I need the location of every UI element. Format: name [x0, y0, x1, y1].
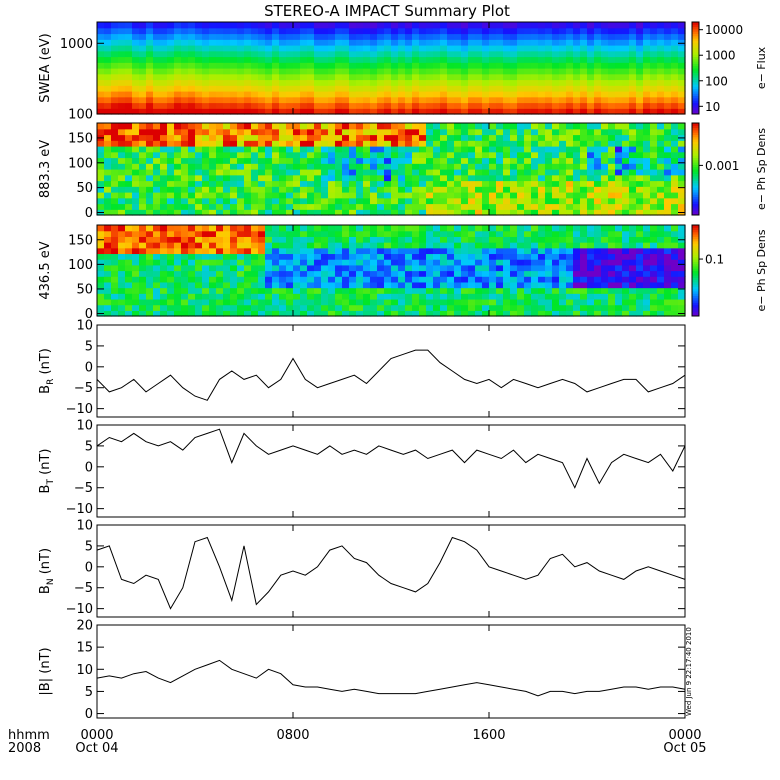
colorbar-tick-label: 0.001	[705, 159, 739, 173]
panel-pad883: 0.001 e− Ph Sp Dens 0 50 100 150 883.3 eV	[38, 122, 768, 221]
y-tick-label: 0	[85, 707, 93, 722]
ylabel-main: B	[38, 385, 53, 394]
panel-swea: 10 100 1000 10000 e− Flux 100 1000 SWEA (eV)	[38, 21, 768, 123]
y-tick-label: 0	[85, 560, 93, 575]
colorbar-tick-label: 0.1	[705, 253, 724, 267]
spectrogram-swea	[97, 22, 686, 115]
y-tick-label: 20	[76, 619, 93, 634]
y-tick-label: 10	[76, 419, 93, 434]
y-tick-label: 5	[85, 439, 93, 454]
series-line-br	[96, 349, 686, 401]
colorbar-pad436: 0.1 e− Ph Sp Dens	[691, 224, 768, 317]
timestamp: Wed Jun 9 22:17:40 2010	[685, 627, 693, 716]
y-tick-label: 0	[85, 206, 93, 221]
y-tick-label: 150	[68, 233, 93, 248]
ylabel-unit: (nT)	[38, 548, 53, 578]
y-tick-label: 50	[76, 181, 93, 196]
colorbar-label: e− Flux	[755, 46, 768, 89]
y-tick-label: 5	[85, 685, 93, 700]
time-axis-label-top: hhmm	[8, 728, 50, 743]
y-tick-label: −10	[66, 602, 93, 617]
ylabel-sub: N	[46, 578, 56, 585]
panel-ylabel: BT (nT)	[38, 449, 56, 494]
y-tick-label: 100	[68, 156, 93, 171]
panel-ylabel: BR (nT)	[38, 348, 56, 394]
series-line-bmag	[96, 659, 686, 697]
panel-frame	[96, 324, 686, 418]
panel-frame	[96, 122, 686, 216]
panel-frame	[96, 524, 686, 618]
series-line-bn	[96, 536, 686, 610]
panel-ylabel: SWEA (eV)	[38, 33, 53, 102]
ylabel-main: |B|	[38, 678, 53, 696]
y-tick-label: 0	[85, 360, 93, 375]
colorbar-label: e− Ph Sp Dens	[755, 229, 768, 311]
panel-ylabel: 436.5 eV	[38, 241, 53, 299]
y-tick-label: −5	[74, 581, 93, 596]
panel-bt: −10 −5 0 5 10 BT (nT)	[38, 419, 686, 518]
y-tick-label: 150	[68, 131, 93, 146]
time-axis-label-bottom: 2008	[8, 741, 41, 756]
plot-title: STEREO-A IMPACT Summary Plot	[264, 2, 510, 20]
y-tick-label: 100	[68, 108, 93, 123]
y-tick-label: −10	[66, 502, 93, 517]
colorbar-tick-label: 1000	[705, 49, 736, 63]
panel-frame	[96, 624, 686, 719]
y-tick-label: 10	[76, 663, 93, 678]
ylabel-main: B	[38, 485, 53, 494]
y-tick-label: 1000	[60, 37, 93, 52]
colorbar-tick-label: 10000	[705, 23, 743, 37]
colorbar-frame	[691, 224, 700, 317]
time-tick-label: 0800	[276, 728, 309, 743]
colorbar-label: e− Ph Sp Dens	[755, 128, 768, 210]
y-tick-label: 10	[76, 319, 93, 334]
time-tick-label: 0000	[80, 728, 113, 743]
colorbar-frame	[691, 122, 700, 216]
panel-frame	[96, 21, 686, 115]
ylabel-unit: (nT)	[38, 647, 53, 677]
time-tick-sublabel: Oct 05	[663, 741, 706, 756]
y-tick-label: 50	[76, 282, 93, 297]
y-tick-label: −5	[74, 481, 93, 496]
series-line-bt	[96, 428, 686, 489]
y-tick-label: 0	[85, 307, 93, 322]
panel-bmag: 0 5 10 15 20 |B| (nT)	[38, 619, 686, 722]
y-tick-label: 10	[76, 519, 93, 534]
ylabel-main: B	[38, 585, 53, 594]
ylabel-sub: R	[46, 379, 56, 385]
y-tick-label: 5	[85, 539, 93, 554]
ylabel-sub: T	[46, 479, 56, 486]
colorbar-tick-label: 100	[705, 74, 728, 88]
y-tick-label: −5	[74, 381, 93, 396]
y-tick-label: 5	[85, 339, 93, 354]
colorbar-pad883: 0.001 e− Ph Sp Dens	[691, 122, 768, 216]
colorbar-tick-label: 10	[705, 100, 720, 114]
panel-ylabel: |B| (nT)	[38, 647, 53, 695]
panel-bn: −10 −5 0 5 10 BN (nT)	[38, 519, 686, 618]
spectrogram-pad436	[97, 225, 686, 317]
time-tick-label: 0000	[668, 728, 701, 743]
y-tick-label: −10	[66, 402, 93, 417]
ylabel-unit: (nT)	[38, 449, 53, 479]
panel-frame	[96, 424, 686, 518]
colorbar-swea: 10 100 1000 10000 e− Flux	[691, 21, 768, 115]
panel-pad436: 0.1 e− Ph Sp Dens 0 50 100 150 436.5 eV	[38, 224, 768, 322]
spectrogram-pad883	[97, 123, 686, 216]
y-tick-label: 100	[68, 258, 93, 273]
panel-frame	[96, 224, 686, 317]
panel-br: −10 −5 0 5 10 BR (nT)	[38, 319, 686, 418]
panel-ylabel: 883.3 eV	[38, 140, 53, 198]
panel-ylabel: BN (nT)	[38, 548, 56, 594]
y-tick-label: 0	[85, 460, 93, 475]
colorbar-frame	[691, 21, 700, 115]
time-tick-label: 1600	[472, 728, 505, 743]
time-tick-sublabel: Oct 04	[75, 741, 118, 756]
ylabel-unit: (nT)	[38, 348, 53, 378]
y-tick-label: 15	[76, 641, 93, 656]
